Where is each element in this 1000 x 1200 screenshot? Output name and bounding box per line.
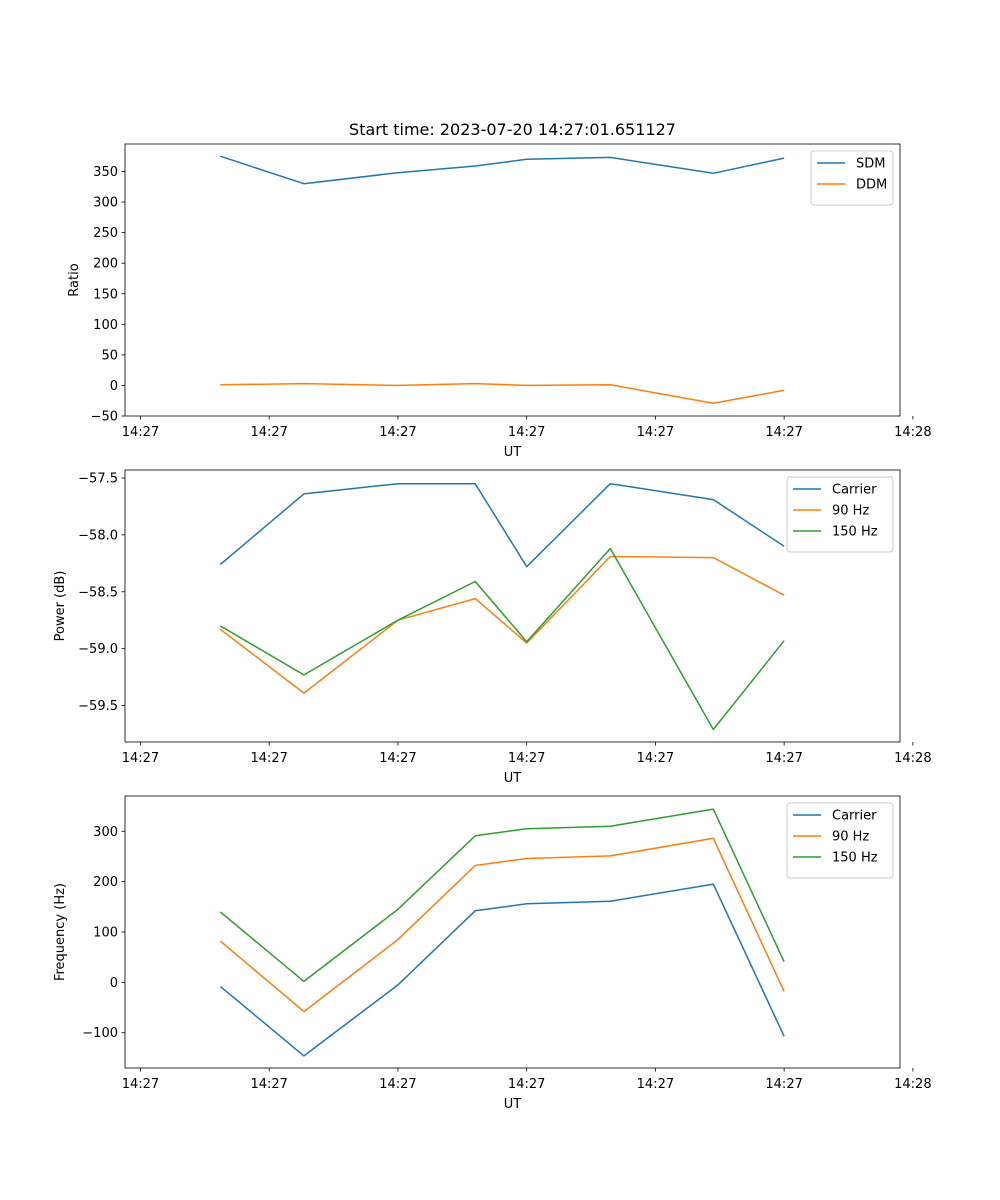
x-tick-label: 14:27 xyxy=(122,425,159,440)
y-tick-label: 100 xyxy=(93,926,118,941)
panel-1: 14:27 14:27 14:27 14:27 14:27 14:27 14:28 −50 0 5… xyxy=(67,143,932,460)
y-tick-label: −50 xyxy=(91,410,118,425)
series-line-90-hz xyxy=(219,837,785,1013)
y-tick-label: −58.5 xyxy=(78,585,118,600)
series-line-ddm xyxy=(220,382,785,404)
legend-label: DDM xyxy=(856,178,887,193)
x-tick-label: 14:27 xyxy=(379,1077,416,1092)
legend: Carrier 90 Hz 150 Hz xyxy=(786,802,894,879)
legend-label: Carrier xyxy=(832,483,877,498)
x-tick-label: 14:27 xyxy=(250,425,287,440)
legend-box xyxy=(786,802,894,879)
legend-box xyxy=(786,476,894,553)
x-axis-label: UT xyxy=(504,1097,522,1112)
legend: SDM DDM xyxy=(810,150,894,206)
x-tick-label: 14:27 xyxy=(379,425,416,440)
y-tick-label: 350 xyxy=(93,165,118,180)
y-tick-label: −59.0 xyxy=(78,642,118,657)
legend-box xyxy=(810,150,894,206)
legend-label: 90 Hz xyxy=(832,504,869,519)
axes-frame xyxy=(124,143,901,417)
series-line-carrier xyxy=(219,883,785,1057)
x-tick-label: 14:27 xyxy=(765,751,802,766)
series-line-sdm xyxy=(220,155,785,185)
x-tick-label: 14:27 xyxy=(122,751,159,766)
legend-label: SDM xyxy=(856,157,885,172)
x-tick-label: 14:27 xyxy=(250,1077,287,1092)
y-tick-label: 200 xyxy=(93,257,118,272)
x-tick-label: 14:27 xyxy=(508,751,545,766)
series-line-carrier xyxy=(219,482,785,568)
legend-label: 150 Hz xyxy=(832,525,878,540)
y-tick-label: 200 xyxy=(93,875,118,890)
legend-label: 90 Hz xyxy=(832,830,869,845)
x-tick-label: 14:27 xyxy=(379,751,416,766)
series-line-150-hz xyxy=(219,547,785,731)
y-tick-label: 300 xyxy=(93,196,118,211)
y-axis-label: Ratio xyxy=(67,263,82,296)
x-tick-label: 14:27 xyxy=(765,1077,802,1092)
figure-title: Start time: 2023-07-20 14:27:01.651127 xyxy=(349,120,676,139)
x-axis-label: UT xyxy=(504,445,522,460)
x-tick-label: 14:27 xyxy=(637,751,674,766)
x-tick-label: 14:27 xyxy=(637,1077,674,1092)
x-tick-label: 14:27 xyxy=(250,751,287,766)
series-line-90-hz xyxy=(219,555,785,694)
y-tick-label: −58.0 xyxy=(78,528,118,543)
x-tick-label: 14:27 xyxy=(122,1077,159,1092)
y-tick-label: 300 xyxy=(93,825,118,840)
legend: Carrier 90 Hz 150 Hz xyxy=(786,476,894,553)
y-tick-label: 150 xyxy=(93,287,118,302)
y-tick-label: −57.5 xyxy=(78,471,118,486)
y-tick-label: 0 xyxy=(110,379,118,394)
y-axis-label: Frequency (Hz) xyxy=(53,883,68,981)
y-tick-label: 250 xyxy=(93,226,118,241)
y-tick-label: −59.5 xyxy=(78,699,118,714)
y-tick-label: −100 xyxy=(82,1026,118,1041)
y-tick-label: 50 xyxy=(101,348,118,363)
x-tick-label: 14:28 xyxy=(894,1077,931,1092)
y-tick-label: 100 xyxy=(93,318,118,333)
panel-2: 14:27 14:27 14:27 14:27 14:27 14:27 14:28 −59.5… xyxy=(53,469,932,786)
x-tick-label: 14:28 xyxy=(894,425,931,440)
legend-label: 150 Hz xyxy=(832,851,878,866)
legend-label: Carrier xyxy=(832,809,877,824)
x-tick-label: 14:27 xyxy=(637,425,674,440)
series-line-150-hz xyxy=(219,808,785,983)
x-axis-label: UT xyxy=(504,771,522,786)
panels: 14:27 14:27 14:27 14:27 14:27 14:27 14:28 −50 0 5… xyxy=(53,143,932,1112)
x-tick-label: 14:27 xyxy=(765,425,802,440)
y-axis-label: Power (dB) xyxy=(53,571,68,642)
panel-3: 14:27 14:27 14:27 14:27 14:27 14:27 14:28 −100 0… xyxy=(53,795,932,1112)
x-tick-label: 14:28 xyxy=(894,751,931,766)
y-tick-label: 0 xyxy=(110,976,118,991)
axes-frame xyxy=(124,469,901,743)
x-tick-label: 14:27 xyxy=(508,1077,545,1092)
x-tick-label: 14:27 xyxy=(508,425,545,440)
